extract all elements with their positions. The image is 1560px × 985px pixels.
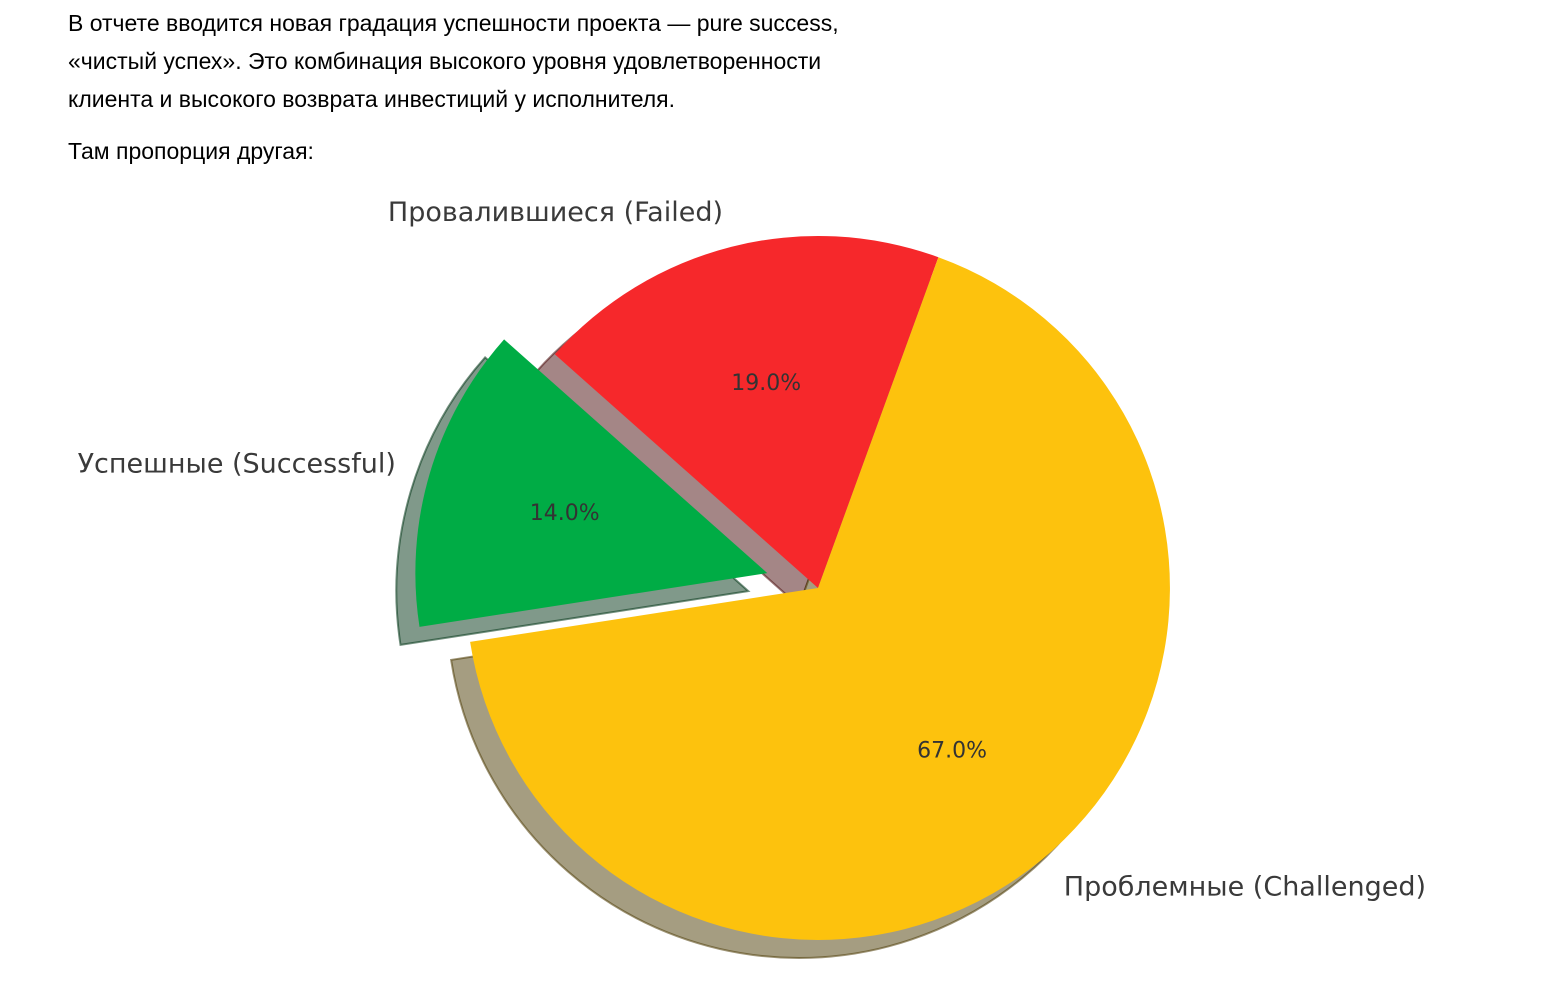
pie-slice-failed <box>554 235 939 589</box>
slice-percent-challenged: 67.0% <box>917 739 987 764</box>
pie-slice-successful <box>415 339 768 627</box>
chart-lead-in-text: Там пропорция другая: <box>68 138 314 164</box>
slice-percent-successful: 14.0% <box>530 501 600 526</box>
slice-label-challenged: Проблемные (Challenged) <box>1064 872 1426 903</box>
intro-paragraph: В отчете вводится новая градация успешно… <box>68 10 839 112</box>
slice-label-failed: Провалившиеся (Failed) <box>388 197 723 228</box>
slice-label-successful: Успешные (Successful) <box>78 448 396 479</box>
pie-slice-challenged <box>470 257 1170 940</box>
slice-percent-failed: 19.0% <box>731 371 801 396</box>
